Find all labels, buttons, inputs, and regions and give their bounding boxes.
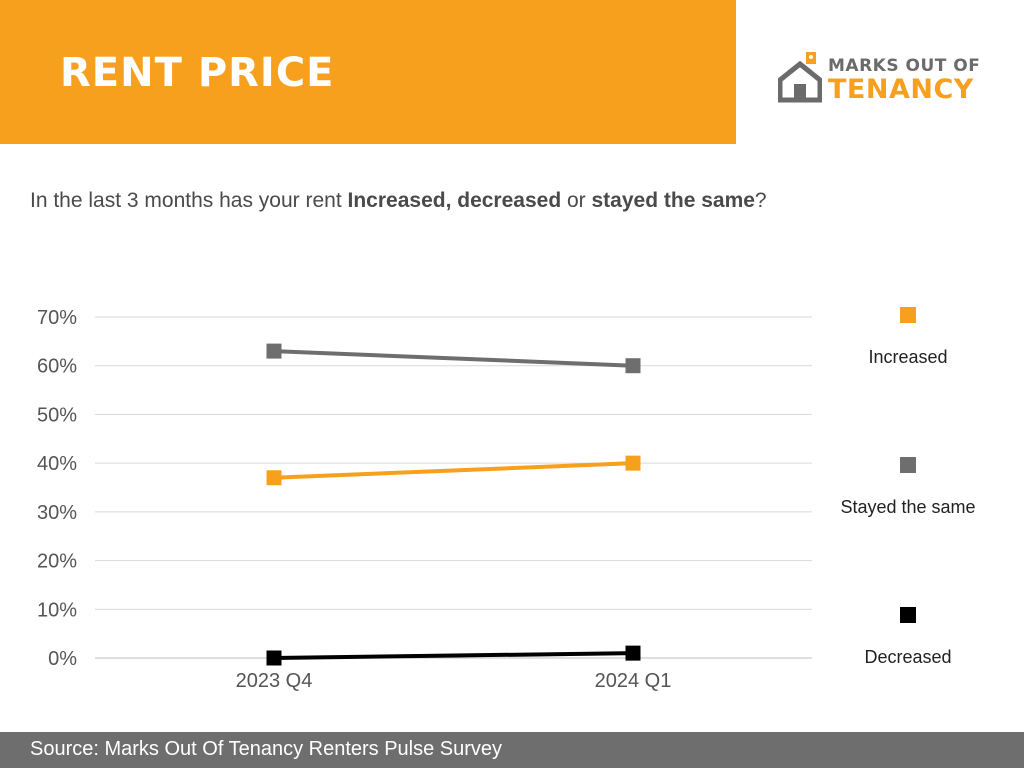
legend-marker <box>900 307 916 323</box>
legend-label: Decreased <box>864 647 951 667</box>
y-tick-label: 30% <box>37 502 77 524</box>
data-point <box>266 470 282 486</box>
logo-text-bottom: TENANCY <box>828 74 974 105</box>
legend-label: Increased <box>868 347 947 367</box>
house-icon <box>778 52 822 103</box>
data-point <box>625 455 641 471</box>
x-tick-label: 2023 Q4 <box>236 670 313 692</box>
header-band: RENT PRICE <box>0 0 736 144</box>
logo: MARKS OUT OF TENANCY <box>778 52 998 108</box>
y-tick-label: 0% <box>48 648 77 670</box>
x-tick-label: 2024 Q1 <box>595 670 672 692</box>
data-point <box>625 358 641 374</box>
series-line <box>273 349 634 368</box>
legend-marker <box>900 607 916 623</box>
data-point <box>266 650 282 666</box>
footer-bar: Source: Marks Out Of Tenancy Renters Pul… <box>0 732 1024 768</box>
source-text: Source: Marks Out Of Tenancy Renters Pul… <box>30 738 503 760</box>
legend-marker <box>900 457 916 473</box>
legend-label: Stayed the same <box>840 497 975 517</box>
data-point <box>625 645 641 661</box>
series-line <box>273 651 634 660</box>
data-point <box>266 343 282 359</box>
y-tick-label: 60% <box>37 356 77 378</box>
series-line <box>273 461 634 480</box>
line-chart: 0% 10% 20% 30% 40% 50% 60% 70% 2023 Q4 2024 Q1 Inc… <box>37 307 976 692</box>
y-tick-label: 50% <box>37 404 77 426</box>
y-tick-label: 10% <box>37 599 77 621</box>
page-title: RENT PRICE <box>60 50 335 96</box>
y-tick-label: 20% <box>37 551 77 573</box>
logo-text-top: MARKS OUT OF <box>828 56 981 76</box>
question-text: In the last 3 months has your rent Incre… <box>30 189 767 212</box>
y-tick-label: 70% <box>37 307 77 329</box>
y-tick-label: 40% <box>37 453 77 475</box>
